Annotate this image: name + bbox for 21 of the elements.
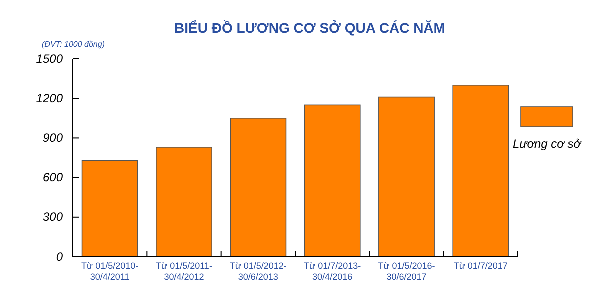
x-tick-label: Từ 01/5/2011-30/4/2012 xyxy=(156,261,212,282)
bar xyxy=(452,85,510,258)
x-tick-label: Từ 01/5/2016-30/6/2017 xyxy=(378,261,436,282)
y-tick-label: 1200 xyxy=(36,91,64,106)
y-tick-label: 0 xyxy=(56,250,64,264)
bar xyxy=(378,96,435,258)
bar xyxy=(156,147,212,258)
bar xyxy=(230,118,287,258)
x-tick-label: Từ 01/5/2010-30/4/2011 xyxy=(82,261,139,282)
y-tick-label: 900 xyxy=(42,131,64,146)
y-tick-label: 1500 xyxy=(36,52,64,66)
x-tick-label: Từ 01/7/2013-30/4/2016 xyxy=(304,261,362,282)
x-tick-label: Từ 01/7/2017 xyxy=(454,261,508,271)
x-tick-label: Từ 01/5/2012-30/6/2013 xyxy=(230,261,287,282)
bar xyxy=(82,160,138,258)
y-tick-label: 600 xyxy=(42,170,64,185)
legend-label: Lương cơ sở xyxy=(512,137,583,151)
bar xyxy=(304,104,361,258)
chart-title: BIỂU ĐỒ LƯƠNG CƠ SỞ QUA CÁC NĂM xyxy=(174,20,446,36)
y-tick-label: 300 xyxy=(42,210,64,224)
text: (ĐVT: 1000 đồng) xyxy=(42,40,106,49)
